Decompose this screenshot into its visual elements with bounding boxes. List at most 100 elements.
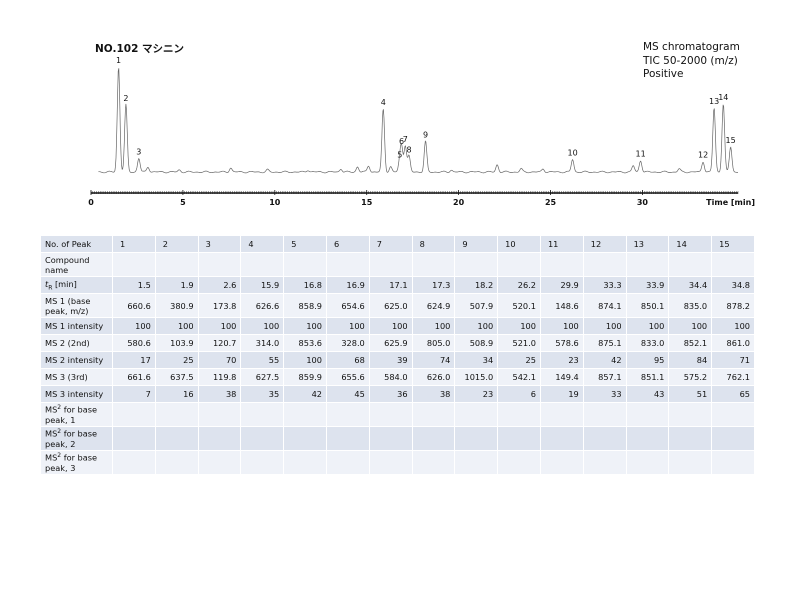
table-cell: 661.6 [112,368,156,386]
table-cell: 33 [582,385,627,403]
table-cell: 34 [454,351,499,369]
table-cell: 627.5 [240,368,285,386]
peak-number-cell: 8 [411,235,456,253]
table-cell: 55 [240,351,285,369]
table-row-ms3-int: MS 3 intensity 7 16 38 35 42 45 36 38 23 6 19 33 43 51… [40,385,755,403]
table-cell: 100 [368,317,413,335]
table-cell [197,426,242,451]
peak-number-cell: 13 [625,235,670,253]
table-cell [197,402,242,427]
table-cell [112,252,156,277]
table-cell: 35 [240,385,285,403]
table-cell: 314.0 [240,334,285,352]
peak-label-9: 9 [423,131,428,140]
peak-label-14: 14 [718,93,728,102]
table-cell [497,402,541,427]
table-cell [625,426,670,451]
table-cell: 100 [497,317,541,335]
table-cell: 45 [325,385,370,403]
table-cell: 100 [154,317,199,335]
peak-number-cell: 5 [283,235,327,253]
msn-prefix: MS [45,452,58,463]
table-cell: 148.6 [539,293,584,318]
table-cell: 33.9 [625,276,670,294]
table-cell: 16.9 [325,276,370,294]
peak-number-cell: 10 [497,235,541,253]
table-cell [454,426,499,451]
table-cell: 100 [197,317,242,335]
msn-label-text: for base peak, 3 [45,452,98,473]
table-cell: 42 [582,351,627,369]
table-cell: 833.0 [625,334,670,352]
table-row-peak-numbers: No. of Peak 1 2 3 4 5 6 7 8 9 10 11 12 13 14 15 [40,235,755,253]
table-cell: 120.7 [197,334,242,352]
table-cell [368,402,413,427]
table-cell [112,426,156,451]
table-cell: 17 [112,351,156,369]
table-cell: 835.0 [668,293,713,318]
table-cell: 861.0 [711,334,755,352]
table-cell: 25 [154,351,199,369]
x-tick-label-15: 15 [361,198,373,207]
table-cell: 1.5 [112,276,156,294]
table-row-msn2: MS2 for base peak, 2 [40,426,755,451]
table-cell [283,450,327,475]
table-cell: 1015.0 [454,368,499,386]
table-cell: 580.6 [112,334,156,352]
table-cell [240,252,285,277]
table-cell [668,252,713,277]
table-cell: 38 [411,385,456,403]
table-cell: 119.8 [197,368,242,386]
peak-label-10: 10 [568,148,578,157]
table-cell: 655.6 [325,368,370,386]
table-cell [711,450,755,475]
table-cell: 875.1 [582,334,627,352]
row-label-ms1: MS 1 (base peak, m/z) [40,293,113,318]
table-cell [711,426,755,451]
table-cell [668,450,713,475]
table-cell: 874.1 [582,293,627,318]
chromatogram-info: MS chromatogram TIC 50-2000 (m/z) Positi… [643,41,740,82]
table-cell: 625.0 [368,293,413,318]
table-cell: 103.9 [154,334,199,352]
table-cell [497,252,541,277]
peak-number-cell: 14 [668,235,713,253]
row-label-msn3: MS2 for base peak, 3 [40,450,113,475]
row-label-ms2-int: MS 2 intensity [40,351,113,369]
table-cell: 100 [283,351,327,369]
table-cell [411,426,456,451]
table-cell: 51 [668,385,713,403]
peak-label-7: 7 [403,135,408,144]
row-label-ms1-int: MS 1 intensity [40,317,113,335]
table-cell: 624.9 [411,293,456,318]
table-cell: 584.0 [368,368,413,386]
peak-label-15: 15 [726,136,736,145]
table-cell [368,450,413,475]
table-cell: 15.9 [240,276,285,294]
table-cell [454,402,499,427]
table-cell: 100 [668,317,713,335]
table-cell [325,426,370,451]
x-tick-label-20: 20 [453,198,465,207]
tr-subscript: R [48,284,53,292]
table-cell: 859.9 [283,368,327,386]
table-cell [625,252,670,277]
table-cell: 95 [625,351,670,369]
table-cell: 542.1 [497,368,541,386]
table-cell [368,252,413,277]
table-cell: 575.2 [668,368,713,386]
peak-label-2: 2 [123,94,128,103]
table-row-ms1: MS 1 (base peak, m/z) 660.6 380.9 173.8 626.… [40,293,755,318]
table-cell [625,450,670,475]
peak-number-cell: 3 [197,235,242,253]
peak-label-6: 6 [399,137,404,146]
table-cell: 38 [197,385,242,403]
table-cell [197,450,242,475]
table-cell: 857.1 [582,368,627,386]
x-axis-label: Time [min] [706,198,755,207]
table-cell [411,252,456,277]
msn-label-text: for base peak, 1 [45,404,98,425]
table-cell: 626.6 [240,293,285,318]
table-cell [283,402,327,427]
table-cell: 521.0 [497,334,541,352]
